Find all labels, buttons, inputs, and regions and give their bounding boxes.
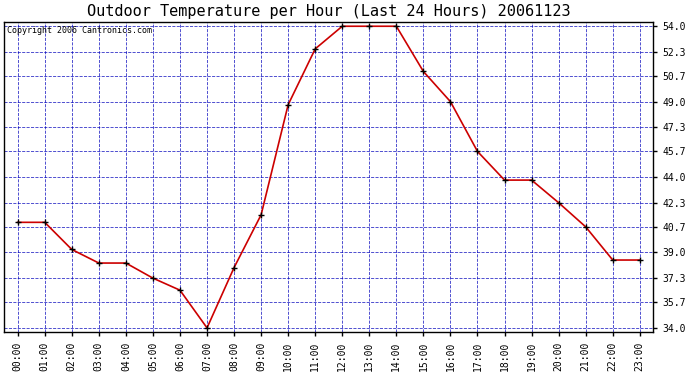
Text: Copyright 2006 Cantronics.com: Copyright 2006 Cantronics.com [8,26,152,35]
Title: Outdoor Temperature per Hour (Last 24 Hours) 20061123: Outdoor Temperature per Hour (Last 24 Ho… [87,4,571,19]
